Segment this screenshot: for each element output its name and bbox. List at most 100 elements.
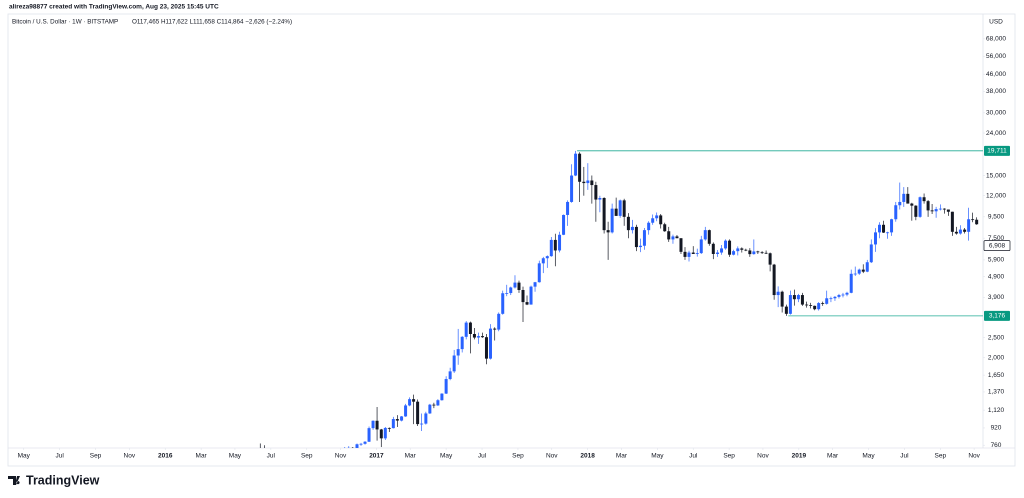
- candle-body: [707, 230, 711, 244]
- candle-body: [914, 205, 918, 217]
- candle-body: [347, 447, 351, 448]
- candle-body: [574, 153, 578, 176]
- candle-body: [379, 429, 383, 439]
- candle-body: [541, 258, 545, 264]
- candle-body: [460, 336, 464, 350]
- level-label: 3,176: [989, 313, 1006, 320]
- x-tick-label: Mar: [616, 453, 628, 460]
- candle-body: [667, 231, 671, 240]
- candle-body: [906, 193, 910, 204]
- candle-body: [549, 239, 553, 257]
- x-tick-label: Jul: [478, 453, 487, 460]
- y-tick-label: 1,120: [988, 407, 1005, 414]
- candle-body: [626, 216, 630, 231]
- candle-body: [699, 239, 703, 254]
- candle-body: [809, 305, 813, 306]
- candle-body: [796, 295, 800, 300]
- candle-body: [533, 282, 537, 287]
- candle-body: [444, 379, 448, 394]
- candle-body: [768, 253, 772, 265]
- candle-body: [659, 215, 663, 225]
- candle-body: [857, 269, 861, 274]
- x-tick-label: 2017: [369, 453, 384, 460]
- axes: 68,000 56,000 46,000 38,000 30,000 24,000 15,0…: [18, 36, 1011, 460]
- candle-body: [598, 197, 602, 200]
- candle-body: [468, 322, 472, 335]
- candle-body: [436, 400, 440, 406]
- x-tick-label: Sep: [935, 453, 947, 460]
- candle-body: [748, 250, 752, 255]
- x-tick-label: Jul: [267, 453, 276, 460]
- y-tick-label: 46,000: [986, 71, 1006, 78]
- plot-area: [259, 150, 979, 454]
- candle-body: [432, 404, 436, 406]
- y-tick-label: 760: [991, 442, 1002, 449]
- candle-body: [537, 263, 541, 283]
- currency-label: USD: [989, 19, 1003, 26]
- candle-body: [671, 236, 675, 240]
- candle-body: [703, 230, 707, 240]
- candle-body: [837, 295, 841, 297]
- x-tick-label: Nov: [124, 453, 136, 460]
- candle-body: [687, 252, 691, 257]
- candle-body: [825, 298, 829, 304]
- candle-body: [736, 248, 740, 252]
- candle-body: [833, 296, 837, 299]
- y-tick-label: 30,000: [986, 110, 1006, 117]
- candle-body: [484, 337, 488, 359]
- candle-body: [938, 208, 942, 210]
- candle-body: [562, 214, 566, 235]
- x-tick-label: May: [862, 453, 875, 460]
- candle-body: [732, 251, 736, 255]
- candle-body: [675, 236, 679, 239]
- candle-body: [558, 234, 562, 251]
- candle-body: [926, 201, 930, 211]
- logo-icon: [8, 476, 20, 485]
- candle-body: [488, 328, 492, 359]
- candle-body: [420, 423, 424, 425]
- candle-body: [480, 336, 484, 338]
- candle-body: [424, 413, 428, 424]
- candle-body: [395, 419, 399, 421]
- candle-body: [505, 293, 509, 294]
- candle-body: [529, 286, 533, 305]
- candle-body: [472, 334, 476, 338]
- candle-body: [760, 252, 764, 254]
- candle-body: [412, 399, 416, 402]
- candle-body: [610, 208, 614, 233]
- candle-body: [776, 291, 780, 296]
- candle-body: [950, 211, 954, 232]
- candle-body: [440, 393, 444, 401]
- x-tick-label: May: [440, 453, 453, 460]
- x-tick-label: Jul: [900, 453, 909, 460]
- y-tick-label: 1,650: [988, 372, 1005, 379]
- candle-body: [756, 251, 760, 253]
- candle-body: [800, 295, 804, 305]
- candle-body: [259, 450, 262, 454]
- candle-body: [404, 405, 408, 417]
- y-tick-label: 1,370: [988, 389, 1005, 396]
- candle-body: [428, 404, 432, 414]
- candle-body: [902, 193, 906, 202]
- candle-body: [642, 230, 646, 246]
- candle-body: [351, 447, 355, 448]
- y-tick-label: 68,000: [986, 36, 1006, 43]
- y-tick-label: 2,500: [988, 334, 1005, 341]
- candle-body: [890, 219, 894, 233]
- candle-body: [400, 416, 404, 421]
- x-tick-label: Mar: [405, 453, 417, 460]
- candle-body: [716, 252, 720, 254]
- candle-body: [869, 244, 873, 263]
- candle-body: [497, 313, 501, 330]
- x-tick-label: Nov: [757, 453, 769, 460]
- level-label-box: [984, 145, 1010, 156]
- candle-body: [849, 273, 853, 293]
- candle-body: [594, 185, 598, 200]
- candle-body: [517, 282, 521, 290]
- candle-body: [363, 441, 367, 444]
- candle-body: [622, 200, 626, 217]
- candle-body: [784, 306, 788, 314]
- ohlc-readout: O117,465 H117,622 L111,658 C114,864 −2,6…: [132, 19, 292, 26]
- candle-body: [513, 282, 517, 288]
